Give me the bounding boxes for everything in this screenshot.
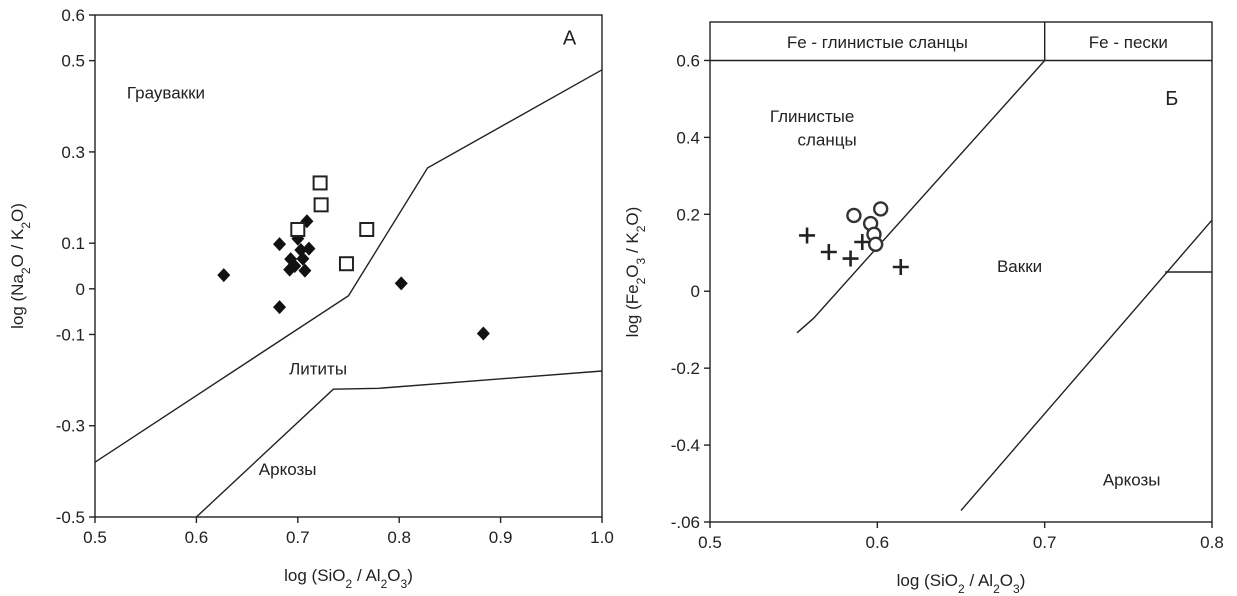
x-tick-label: 0.6 xyxy=(866,533,890,552)
data-point-plus xyxy=(842,250,859,267)
data-point-diamond xyxy=(394,276,408,291)
y-tick-label: 0.5 xyxy=(61,52,85,71)
y-tick-label: 0.3 xyxy=(61,143,85,162)
x-tick-label: 0.7 xyxy=(286,528,310,547)
field-boundary-line xyxy=(960,219,1213,511)
region-label: Лититы xyxy=(289,360,347,379)
data-point-square xyxy=(313,197,329,213)
y-tick-label: 0.4 xyxy=(676,128,700,147)
data-point-diamond xyxy=(288,259,302,273)
y-tick-label: 0.6 xyxy=(61,6,85,25)
data-point-square xyxy=(359,221,375,237)
x-tick-label: 0.9 xyxy=(489,528,513,547)
region-label: Граувакки xyxy=(127,84,205,103)
plot-frame xyxy=(709,21,1213,523)
data-point-circle xyxy=(846,207,862,224)
data-point-plus xyxy=(820,244,837,260)
y-tick-label: -0.5 xyxy=(56,508,85,527)
y-tick-label: 0.1 xyxy=(61,234,85,253)
y-tick-label: 0.2 xyxy=(676,205,700,224)
y-tick-label: -.06 xyxy=(671,513,700,532)
region-label: Аркозы xyxy=(259,460,317,479)
top-band-label: Fe - пески xyxy=(1089,33,1168,52)
panel-letter: Б xyxy=(1165,88,1178,110)
data-point-square xyxy=(290,221,306,237)
panel-letter: А xyxy=(563,28,577,50)
data-point-circle xyxy=(872,201,889,217)
y-tick-label: -0.1 xyxy=(56,325,85,344)
data-point-circle xyxy=(867,236,884,253)
data-point-diamond xyxy=(298,263,312,278)
x-tick-label: 0.8 xyxy=(387,528,411,547)
plot-frame xyxy=(94,14,603,518)
region-label: Глинистые xyxy=(770,107,855,126)
data-point-plus xyxy=(854,234,871,250)
data-point-diamond xyxy=(476,326,490,341)
region-label: сланцы xyxy=(798,130,857,149)
y-axis-label: log (Fe2O3 / K2O) xyxy=(623,207,648,338)
x-axis-label: log (SiO2 / Al2O3) xyxy=(284,566,413,591)
x-tick-label: 0.5 xyxy=(698,533,722,552)
data-point-diamond xyxy=(273,237,287,252)
data-point-plus xyxy=(799,227,816,244)
field-boundary-line xyxy=(94,69,603,463)
y-tick-label: -0.4 xyxy=(671,436,700,455)
data-point-square xyxy=(338,256,354,272)
x-axis-label: log (SiO2 / Al2O3) xyxy=(897,571,1026,596)
y-tick-label: -0.2 xyxy=(671,359,700,378)
x-tick-label: 1.0 xyxy=(590,528,614,547)
data-point-diamond xyxy=(217,268,231,283)
data-point-diamond xyxy=(302,241,316,256)
data-point-diamond xyxy=(273,300,287,315)
y-tick-label: -0.3 xyxy=(56,417,85,436)
x-tick-label: 0.7 xyxy=(1033,533,1057,552)
data-point-plus xyxy=(892,259,909,275)
x-tick-label: 0.8 xyxy=(1200,533,1224,552)
data-point-diamond xyxy=(296,251,310,266)
x-tick-label: 0.6 xyxy=(185,528,209,547)
data-point-diamond xyxy=(294,243,308,258)
x-tick-label: 0.5 xyxy=(83,528,107,547)
field-boundary-line xyxy=(796,60,1046,334)
chart-panel-b: 0.5 0.6 0.7 0.8 0.6 0.4 0.2 0 -0.2 -0.4 -.06 log (S… xyxy=(623,21,1224,596)
y-tick-label: 0 xyxy=(76,280,85,299)
top-band-label: Fe - глинистые сланцы xyxy=(787,33,968,52)
field-boundary-line xyxy=(195,370,603,518)
y-axis-label: log (Na2O / K2O) xyxy=(8,203,33,329)
y-tick-label: 0.6 xyxy=(676,51,700,70)
region-label: Аркозы xyxy=(1103,471,1161,490)
chart-panel-a: 0.5 0.6 0.7 0.8 0.9 1.0 -0.5 -0.3 -0.1 0 0.1 0.3 0.5… xyxy=(8,6,614,591)
y-tick-label: 0 xyxy=(691,282,700,301)
data-point-square xyxy=(312,175,328,191)
region-label: Вакки xyxy=(997,257,1042,276)
